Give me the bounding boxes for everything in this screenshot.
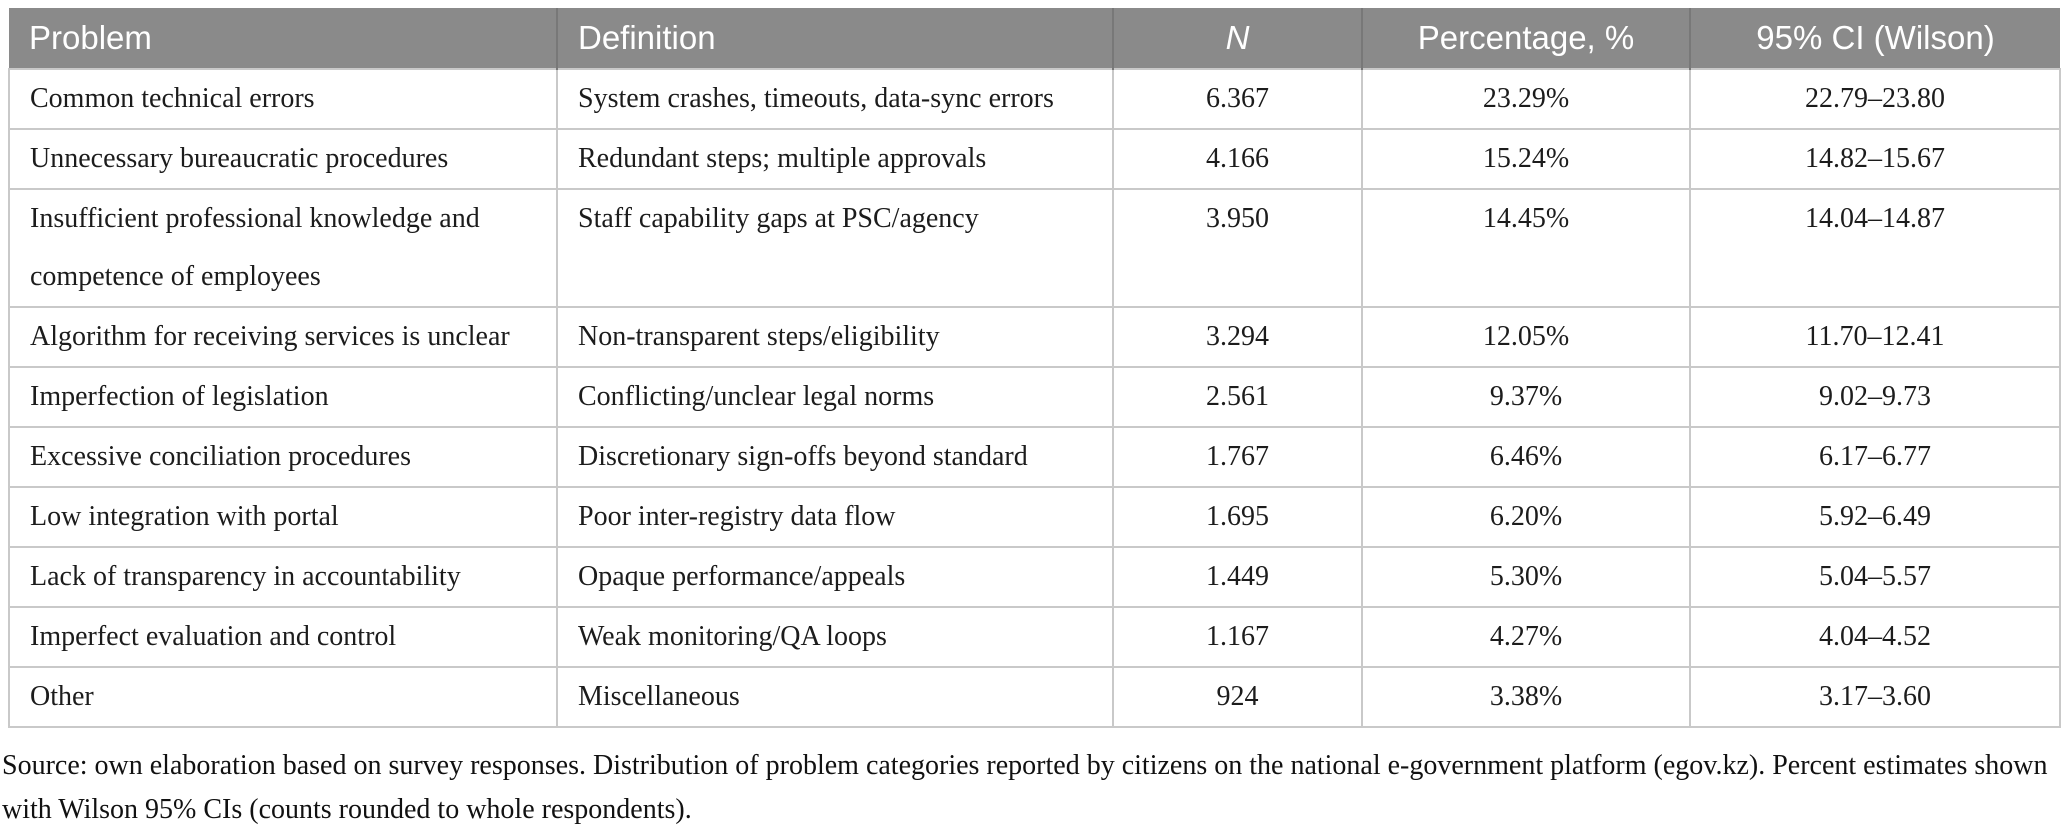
- cell-percentage: 4.27%: [1361, 606, 1691, 668]
- cell-definition: Non-transparent steps/eligibility: [556, 306, 1114, 368]
- table-row: Other Miscellaneous 924 3.38% 3.17–3.60: [8, 666, 2061, 728]
- table-row: Algorithm for receiving services is uncl…: [8, 306, 2061, 368]
- cell-definition: System crashes, timeouts, data-sync erro…: [556, 68, 1114, 130]
- cell-definition: Poor inter-registry data flow: [556, 486, 1114, 548]
- table-row: Lack of transparency in accountability O…: [8, 546, 2061, 608]
- cell-ci: 6.17–6.77: [1689, 426, 2061, 488]
- cell-n: 3.950: [1112, 188, 1363, 308]
- cell-definition: Opaque performance/appeals: [556, 546, 1114, 608]
- cell-percentage: 3.38%: [1361, 666, 1691, 728]
- cell-problem: Imperfection of legislation: [8, 366, 558, 428]
- cell-percentage: 14.45%: [1361, 188, 1691, 308]
- table-row: Imperfection of legislation Conflicting/…: [8, 366, 2061, 428]
- cell-percentage: 15.24%: [1361, 128, 1691, 190]
- cell-problem: Excessive conciliation procedures: [8, 426, 558, 488]
- cell-n: 1.449: [1112, 546, 1363, 608]
- cell-problem: Lack of transparency in accountability: [8, 546, 558, 608]
- cell-percentage: 6.46%: [1361, 426, 1691, 488]
- column-header-problem: Problem: [9, 8, 557, 69]
- cell-percentage: 23.29%: [1361, 68, 1691, 130]
- cell-n: 2.561: [1112, 366, 1363, 428]
- cell-problem: Insufficient professional knowledge and …: [8, 188, 558, 308]
- column-header-ci: 95% CI (Wilson): [1689, 8, 2060, 69]
- cell-n: 1.767: [1112, 426, 1363, 488]
- table-row: Common technical errors System crashes, …: [8, 68, 2061, 130]
- cell-problem: Low integration with portal: [8, 486, 558, 548]
- cell-ci: 4.04–4.52: [1689, 606, 2061, 668]
- cell-ci: 3.17–3.60: [1689, 666, 2061, 728]
- table-header-row: Problem Definition N Percentage, % 95% C…: [9, 8, 2060, 69]
- table-row: Insufficient professional knowledge and …: [8, 188, 2061, 308]
- cell-definition: Miscellaneous: [556, 666, 1114, 728]
- cell-n: 4.166: [1112, 128, 1363, 190]
- table-row: Imperfect evaluation and control Weak mo…: [8, 606, 2061, 668]
- table-row: Unnecessary bureaucratic procedures Redu…: [8, 128, 2061, 190]
- cell-problem: Common technical errors: [8, 68, 558, 130]
- column-header-n: N: [1112, 8, 1362, 69]
- cell-problem: Other: [8, 666, 558, 728]
- table-row: Excessive conciliation procedures Discre…: [8, 426, 2061, 488]
- cell-problem: Algorithm for receiving services is uncl…: [8, 306, 558, 368]
- cell-percentage: 12.05%: [1361, 306, 1691, 368]
- column-header-definition: Definition: [556, 8, 1113, 69]
- cell-ci: 9.02–9.73: [1689, 366, 2061, 428]
- cell-definition: Redundant steps; multiple approvals: [556, 128, 1114, 190]
- cell-problem: Unnecessary bureaucratic procedures: [8, 128, 558, 190]
- cell-n: 6.367: [1112, 68, 1363, 130]
- cell-percentage: 9.37%: [1361, 366, 1691, 428]
- cell-ci: 5.92–6.49: [1689, 486, 2061, 548]
- cell-definition: Staff capability gaps at PSC/agency: [556, 188, 1114, 308]
- problems-table: Problem Definition N Percentage, % 95% C…: [8, 8, 2061, 728]
- cell-ci: 14.04–14.87: [1689, 188, 2061, 308]
- table-row: Low integration with portal Poor inter-r…: [8, 486, 2061, 548]
- cell-definition: Discretionary sign-offs beyond standard: [556, 426, 1114, 488]
- cell-ci: 22.79–23.80: [1689, 68, 2061, 130]
- cell-n: 3.294: [1112, 306, 1363, 368]
- cell-ci: 11.70–12.41: [1689, 306, 2061, 368]
- cell-n: 1.695: [1112, 486, 1363, 548]
- cell-definition: Weak monitoring/QA loops: [556, 606, 1114, 668]
- cell-n: 924: [1112, 666, 1363, 728]
- cell-percentage: 5.30%: [1361, 546, 1691, 608]
- cell-problem: Imperfect evaluation and control: [8, 606, 558, 668]
- cell-definition: Conflicting/unclear legal norms: [556, 366, 1114, 428]
- cell-ci: 5.04–5.57: [1689, 546, 2061, 608]
- cell-n: 1.167: [1112, 606, 1363, 668]
- cell-percentage: 6.20%: [1361, 486, 1691, 548]
- table-footnote: Source: own elaboration based on survey …: [2, 750, 2048, 825]
- column-header-percentage: Percentage, %: [1361, 8, 1690, 69]
- cell-ci: 14.82–15.67: [1689, 128, 2061, 190]
